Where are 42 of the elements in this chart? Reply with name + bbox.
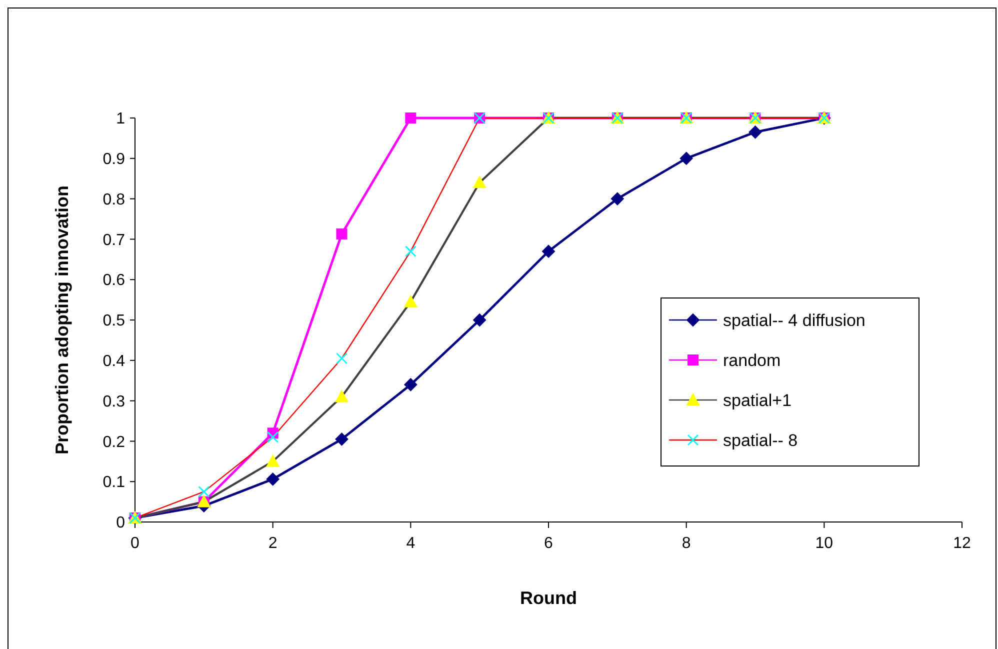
point — [680, 152, 693, 165]
x-tick-label: 8 — [682, 535, 691, 552]
y-tick-label: 0.6 — [102, 272, 126, 290]
y-tick-label: 0.3 — [102, 393, 126, 410]
y-axis-title: Proportion adopting innovation — [52, 186, 72, 454]
point — [542, 244, 555, 258]
legend-label: random — [723, 350, 781, 370]
x-axis-title: Round — [520, 588, 577, 608]
y-tick-label: 1 — [116, 110, 126, 128]
x-tick-label: 6 — [544, 535, 554, 552]
y-tick-label: 0.5 — [102, 312, 126, 330]
point — [198, 486, 210, 498]
point — [336, 352, 348, 364]
y-tick-label: 0 — [116, 514, 126, 532]
y-tick-label: 0.9 — [102, 151, 126, 168]
x-tick-label: 4 — [406, 535, 416, 552]
point — [610, 192, 624, 206]
y-tick-label: 0.8 — [102, 191, 126, 208]
point — [335, 432, 348, 446]
x-tick-label: 2 — [268, 535, 278, 552]
point — [404, 378, 418, 392]
point — [335, 390, 348, 402]
legend-label: spatial-- 4 diffusion — [723, 310, 866, 330]
point — [336, 228, 348, 240]
point — [473, 176, 486, 188]
y-tick-label: 0.7 — [102, 232, 126, 249]
x-tick-label: 10 — [815, 535, 834, 552]
legend-label: spatial-- 8 — [723, 430, 798, 450]
point — [267, 431, 279, 443]
point — [404, 295, 418, 308]
x-tick-label: 0 — [130, 535, 140, 552]
point — [473, 314, 486, 326]
x-tick-label: 12 — [953, 535, 971, 552]
legend-label: spatial+1 — [723, 390, 792, 410]
point — [404, 246, 416, 258]
y-tick-label: 0.2 — [102, 434, 126, 451]
point — [405, 112, 416, 124]
point — [266, 472, 280, 486]
point — [748, 126, 762, 139]
y-tick-label: 0.4 — [102, 353, 126, 370]
y-tick-label: 0.1 — [102, 474, 126, 492]
point — [266, 454, 280, 467]
